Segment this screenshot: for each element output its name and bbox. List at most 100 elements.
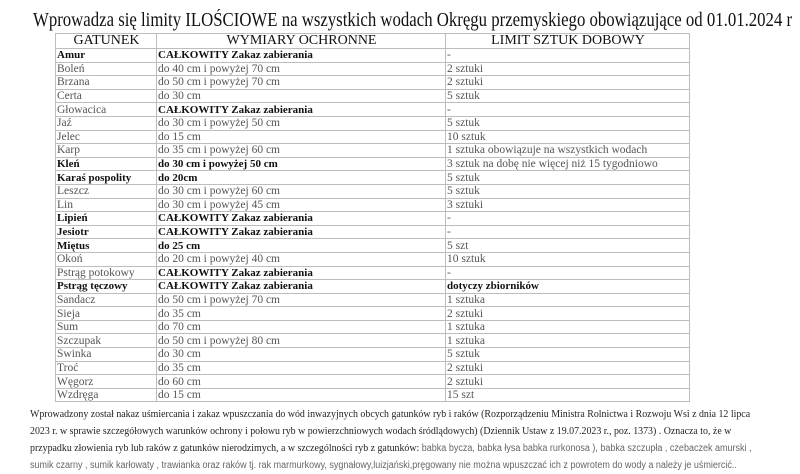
daily-limit-cell: 2 sztuki [445, 306, 690, 321]
species-list: babka bycza, babka łysa babka rurkonosa … [419, 443, 752, 454]
table-row: Pstrąg tęczowy CAŁKOWITY Zakaz zabierania… [55, 279, 690, 294]
protected-size-cell: do 35 cm [156, 360, 446, 376]
table-row: Okoń do 20 cm i powyżej 40 cm 10 sztuk [55, 251, 690, 267]
table-row: Boleń do 40 cm i powyżej 70 cm 2 sztuki [55, 61, 690, 77]
protected-size-cell: do 35 cm [156, 306, 446, 321]
protected-size-cell: do 15 cm [156, 387, 446, 403]
header-protected-size: WYMIARY OCHRONNE [156, 33, 446, 49]
protected-size-cell: do 50 cm i powyżej 80 cm [156, 333, 446, 349]
table-header-row: GATUNEK WYMIARY OCHRONNE LIMIT SZTUK DOB… [55, 33, 690, 49]
table-row: Lipień CAŁKOWITY Zakaz zabierania - [55, 211, 690, 226]
table-row: Głowacica CAŁKOWITY Zakaz zabierania - [55, 102, 690, 117]
table-row: Brzana do 50 cm i powyżej 70 cm 2 sztuki [55, 75, 690, 90]
species-cell: Jaź [55, 115, 157, 131]
daily-limit-cell: 1 sztuka [445, 333, 690, 349]
table-row: Leszcz do 30 cm i powyżej 60 cm 5 sztuk [55, 183, 690, 199]
fish-limits-table: GATUNEK WYMIARY OCHRONNE LIMIT SZTUK DOB… [55, 33, 690, 403]
species-cell: Głowacica [55, 102, 157, 117]
daily-limit-cell: 2 sztuki [445, 374, 690, 389]
table-row: Sandacz do 50 cm i powyżej 70 cm 1 sztuka [55, 292, 690, 308]
protected-size-cell: do 30 cm i powyżej 60 cm [156, 183, 446, 199]
protected-size-cell: CAŁKOWITY Zakaz zabierania [156, 265, 446, 281]
daily-limit-cell: 10 sztuk [445, 251, 690, 267]
daily-limit-cell: 2 sztuki [445, 61, 690, 77]
table-row: Jelec do 15 cm 10 sztuk [55, 129, 690, 145]
protected-size-cell: CAŁKOWITY Zakaz zabierania [156, 211, 446, 226]
table-row: Jaź do 30 cm i powyżej 50 cm 5 sztuk [55, 115, 690, 131]
daily-limit-cell: 3 sztuki [445, 197, 690, 213]
table-row: Świnka do 30 cm 5 sztuk [55, 347, 690, 362]
protected-size-cell: CAŁKOWITY Zakaz zabierania [156, 224, 446, 240]
daily-limit-cell: 5 sztuk [445, 347, 690, 362]
species-cell: Sum [55, 319, 157, 335]
species-cell: Sieja [55, 306, 157, 321]
header-species: GATUNEK [55, 33, 157, 49]
species-cell: Sandacz [55, 292, 157, 308]
protected-size-cell: CAŁKOWITY Zakaz zabierania [156, 48, 446, 63]
table-row: Miętus do 25 cm 5 szt [55, 238, 690, 253]
table-row: Wzdręga do 15 cm 15 szt [55, 387, 690, 403]
daily-limit-cell: 5 sztuk [445, 170, 690, 185]
page-title: Wprowadza się limity ILOŚCIOWE na wszyst… [33, 10, 793, 31]
daily-limit-cell: 1 sztuka [445, 292, 690, 308]
protected-size-cell: do 20 cm i powyżej 40 cm [156, 251, 446, 267]
protected-size-cell: do 60 cm [156, 374, 446, 389]
daily-limit-cell: 15 szt [445, 387, 690, 403]
species-cell: Certa [55, 88, 157, 104]
header-daily-limit: LIMIT SZTUK DOBOWY [445, 33, 690, 49]
species-cell: Boleń [55, 61, 157, 77]
daily-limit-cell: 5 sztuk [445, 115, 690, 131]
species-cell: Karp [55, 143, 157, 158]
table-row: Szczupak do 50 cm i powyżej 80 cm 1 sztuka [55, 333, 690, 349]
protected-size-cell: do 20cm [156, 170, 446, 185]
species-cell: Szczupak [55, 333, 157, 349]
daily-limit-cell: 5 szt [445, 238, 690, 253]
daily-limit-cell: 10 sztuk [445, 129, 690, 145]
species-cell: Troć [55, 360, 157, 376]
table-row: Kleń do 30 cm i powyżej 50 cm 3 sztuk na d… [55, 156, 690, 172]
daily-limit-cell: 1 sztuka obowiązuje na wszystkich wodach [445, 143, 690, 158]
species-cell: Lin [55, 197, 157, 213]
table-row: Pstrąg potokowy CAŁKOWITY Zakaz zabierani… [55, 265, 690, 281]
species-cell: Okoń [55, 251, 157, 267]
table-row: Amur CAŁKOWITY Zakaz zabierania - [55, 48, 690, 63]
protected-size-cell: do 30 cm i powyżej 45 cm [156, 197, 446, 213]
daily-limit-cell: - [445, 48, 690, 63]
daily-limit-cell: 3 sztuk na dobę nie więcej niż 15 tygodn… [445, 156, 690, 172]
daily-limit-cell: - [445, 265, 690, 281]
protected-size-cell: do 30 cm i powyżej 50 cm [156, 115, 446, 131]
note-text: przypadku złowienia ryb lub raków z gatu… [30, 442, 420, 454]
table-row: Sieja do 35 cm 2 sztuki [55, 306, 690, 321]
footer-note: Wprowadzony został nakaz uśmiercania i z… [30, 406, 800, 474]
daily-limit-cell: 2 sztuki [445, 75, 690, 90]
protected-size-cell: do 35 cm i powyżej 60 cm [156, 143, 446, 158]
protected-size-cell: do 25 cm [156, 238, 446, 253]
daily-limit-cell: 2 sztuki [445, 360, 690, 376]
note-line: Wprowadzony został nakaz uśmiercania i z… [30, 408, 751, 420]
daily-limit-cell: - [445, 102, 690, 117]
table-row: Jesiotr CAŁKOWITY Zakaz zabierania - [55, 224, 690, 240]
species-cell: Pstrąg potokowy [55, 265, 157, 281]
species-cell: Lipień [55, 211, 157, 226]
protected-size-cell: do 30 cm [156, 347, 446, 362]
protected-size-cell: CAŁKOWITY Zakaz zabierania [156, 102, 446, 117]
species-cell: Kleń [55, 156, 157, 172]
table-row: Karp do 35 cm i powyżej 60 cm 1 sztuka obo… [55, 143, 690, 158]
protected-size-cell: do 30 cm [156, 88, 446, 104]
species-cell: Miętus [55, 238, 157, 253]
table-row: Troć do 35 cm 2 sztuki [55, 360, 690, 376]
table-row: Karaś pospolity do 20cm 5 sztuk [55, 170, 690, 185]
protected-size-cell: do 30 cm i powyżej 50 cm [156, 156, 446, 172]
species-cell: Świnka [55, 347, 157, 362]
species-cell: Wzdręga [55, 387, 157, 403]
daily-limit-cell: 5 sztuk [445, 183, 690, 199]
species-cell: Jesiotr [55, 224, 157, 240]
daily-limit-cell: 5 sztuk [445, 88, 690, 104]
protected-size-cell: do 70 cm [156, 319, 446, 335]
protected-size-cell: do 15 cm [156, 129, 446, 145]
daily-limit-cell: 1 sztuka [445, 319, 690, 335]
table-row: Certa do 30 cm 5 sztuk [55, 88, 690, 104]
protected-size-cell: do 40 cm i powyżej 70 cm [156, 61, 446, 77]
note-line: 2023 r. w sprawie szczegółowych warunków… [30, 425, 732, 437]
species-cell: Jelec [55, 129, 157, 145]
